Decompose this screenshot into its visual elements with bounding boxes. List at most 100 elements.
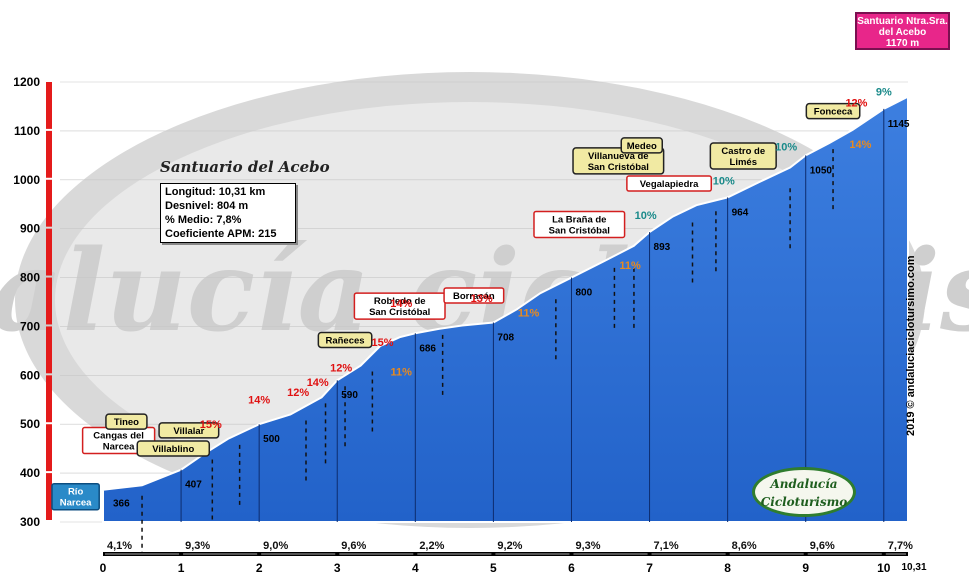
x-tick-label: 7 <box>646 561 653 575</box>
place-name: San Cristóbal <box>588 162 649 173</box>
place-name: San Cristóbal <box>549 225 610 236</box>
place-label-box <box>158 422 220 439</box>
altitude-scale-bar <box>46 326 52 374</box>
point-grade-label: 10% <box>635 210 657 222</box>
segment-grade-label: 7,1% <box>654 540 679 552</box>
place-label: Borracán <box>443 287 505 304</box>
x-tick-label: 6 <box>568 561 575 575</box>
point-grade-label: 13% <box>471 293 493 305</box>
place-label-box <box>572 147 665 175</box>
base-stripe-segment <box>885 553 906 555</box>
point-grade-label: 11% <box>518 308 540 320</box>
place-label-box <box>805 102 861 120</box>
km-elevation-label: 708 <box>497 333 514 344</box>
base-stripe-segment <box>729 553 804 555</box>
place-label: Vegalapiedra <box>626 175 713 192</box>
place-name: Río <box>68 487 84 498</box>
km-elevation-label: 366 <box>113 499 130 510</box>
base-stripe-segment <box>105 553 180 555</box>
km-elevation-label: 686 <box>419 343 436 354</box>
place-label-box <box>533 210 626 239</box>
segment-grade-label: 7,7% <box>888 540 913 552</box>
place-name: La Braña de <box>552 214 606 225</box>
point-grade-label: 14% <box>248 395 270 407</box>
stat-length: Longitud: 10,31 km <box>165 186 266 198</box>
place-label-box <box>353 292 446 320</box>
altitude-scale-bar <box>46 179 52 227</box>
x-tick-label: 4 <box>412 561 419 575</box>
base-stripe-segment <box>417 553 492 555</box>
y-tick-label: 300 <box>20 515 40 529</box>
x-tick-label: 9 <box>802 561 809 575</box>
place-name: San Cristóbal <box>369 307 430 318</box>
y-tick-label: 700 <box>20 319 40 333</box>
place-name: Narcea <box>60 498 92 509</box>
x-end-label: 10,31 <box>901 562 926 573</box>
point-grade-label: 15% <box>200 419 222 431</box>
altitude-scale-bar <box>46 473 52 520</box>
base-stripe-segment <box>807 553 882 555</box>
place-label-box <box>317 331 373 349</box>
place-name: Villalar <box>173 426 204 437</box>
point-grade-label: 14% <box>307 377 329 389</box>
km-elevation-label: 1145 <box>888 119 910 130</box>
stat-average-grade: % Medio: 7,8% <box>165 214 242 226</box>
segment-grade-label: 9,3% <box>185 540 210 552</box>
altitude-scale-bar <box>46 277 52 325</box>
point-grade-label: 10% <box>713 176 735 188</box>
place-name: Vegalapiedra <box>640 179 699 190</box>
segment-grade-label: 9,6% <box>810 540 835 552</box>
base-stripe-segment <box>339 553 414 555</box>
y-tick-label: 400 <box>20 466 40 480</box>
place-label-box <box>626 175 713 192</box>
base-stripe-segment <box>261 553 336 555</box>
segment-grade-label: 9,3% <box>575 540 600 552</box>
km-elevation-label: 1050 <box>810 165 833 176</box>
place-label-box <box>443 287 505 304</box>
place-label-box <box>620 137 663 154</box>
place-name: Limés <box>730 157 757 168</box>
place-name: Robledo de <box>374 296 426 307</box>
altitude-scale-bar <box>46 424 52 472</box>
altitude-scale-bar <box>46 375 52 423</box>
place-name: Castro de <box>721 146 765 157</box>
point-grade-label: 12% <box>330 362 352 374</box>
y-tick-label: 1000 <box>13 173 40 187</box>
y-tick-label: 900 <box>20 222 40 236</box>
place-label-box <box>105 413 148 430</box>
km-elevation-label: 964 <box>732 207 749 218</box>
km-elevation-label: 800 <box>575 288 592 299</box>
x-tick-label: 8 <box>724 561 731 575</box>
base-stripe-segment <box>651 553 726 555</box>
point-grade-label: 10% <box>775 141 797 153</box>
point-grade-label: 14% <box>849 139 871 151</box>
y-tick-label: 1100 <box>14 124 40 138</box>
point-grade-label: 9% <box>876 87 892 99</box>
segment-grade-label: 9,0% <box>263 540 288 552</box>
place-name: Villablino <box>152 444 194 455</box>
place-name: Narcea <box>103 442 135 453</box>
base-stripe-segment <box>573 553 648 555</box>
point-grade-label: 12% <box>287 387 309 399</box>
place-name: Cangas del <box>93 431 144 442</box>
point-grade-label: 14% <box>390 298 412 310</box>
place-name: Villanueva de <box>588 151 649 162</box>
place-name: Borracán <box>453 291 495 302</box>
x-tick-label: 2 <box>256 561 263 575</box>
credit-text: 2019 © andaluciaciclotursimo.com <box>905 255 917 436</box>
point-grade-label: 11% <box>619 260 641 272</box>
km-elevation-label: 500 <box>263 434 280 445</box>
route-title: Santuario del Acebo <box>160 158 330 176</box>
point-grade-label: 11% <box>391 366 413 378</box>
base-stripe-segment <box>183 553 258 555</box>
segment-grade-label: 9,2% <box>497 540 522 552</box>
y-tick-label: 500 <box>20 417 40 431</box>
segment-grade-label: 2,2% <box>419 540 444 552</box>
brand-logo: Andalucía Cicloturismo <box>752 467 856 517</box>
x-tick-label: 0 <box>100 561 107 575</box>
place-label-box <box>709 142 777 170</box>
